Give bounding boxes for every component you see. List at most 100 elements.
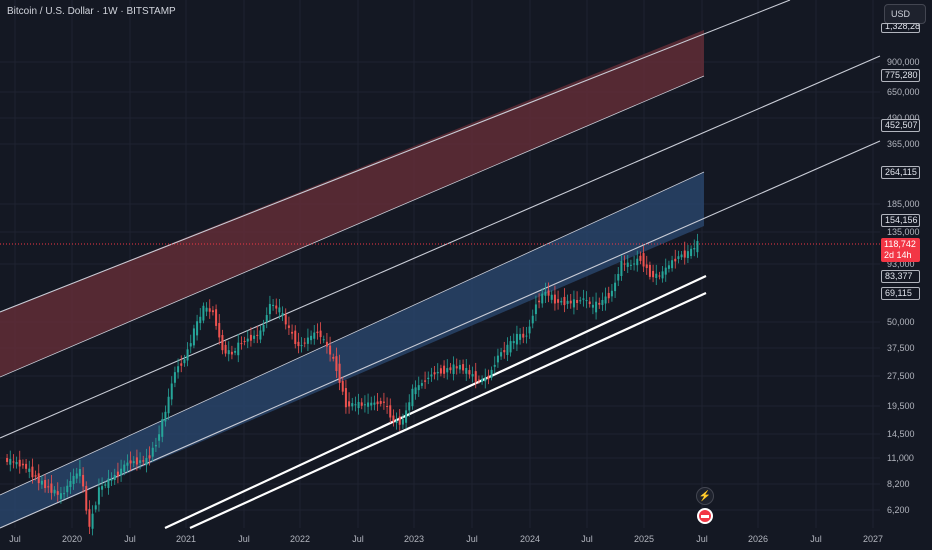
candle (139, 460, 142, 463)
candle (525, 335, 528, 337)
candle (481, 379, 484, 382)
candle (234, 350, 237, 353)
candle (161, 419, 164, 437)
candle (566, 300, 569, 304)
candle (427, 377, 430, 380)
candle (610, 290, 613, 297)
candle (208, 308, 211, 312)
candle (132, 461, 135, 464)
candle (28, 468, 31, 472)
candle (664, 267, 667, 275)
candle (31, 466, 34, 478)
candle (88, 509, 91, 527)
candle (256, 334, 259, 336)
candle (253, 335, 256, 339)
candle (690, 248, 693, 257)
channel-line (0, 140, 881, 529)
candle (538, 300, 541, 303)
candle (544, 291, 547, 296)
candle (215, 309, 218, 326)
price-tick-label: 135,000 (887, 227, 920, 237)
candle (500, 352, 503, 357)
channel-line (0, 55, 881, 439)
candle (414, 387, 417, 395)
candle (588, 301, 591, 305)
price-tick-label: 50,000 (887, 317, 915, 327)
candle (604, 296, 607, 304)
candle (449, 367, 452, 371)
candle (56, 491, 59, 495)
candle (376, 401, 379, 405)
candle (522, 333, 525, 338)
candle (392, 415, 395, 422)
currency-button[interactable]: USD (884, 4, 926, 24)
candle (367, 402, 370, 407)
candle (370, 402, 373, 406)
candle (357, 401, 360, 409)
candle (696, 240, 699, 253)
candle (598, 302, 601, 305)
time-tick-label: 2025 (633, 534, 655, 544)
candle (534, 304, 537, 315)
candle (626, 262, 629, 267)
candle (351, 403, 354, 407)
candle (291, 331, 294, 334)
price-tick-label: 37,500 (887, 343, 915, 353)
candle (167, 396, 170, 414)
candle (97, 487, 100, 505)
candle (116, 471, 119, 477)
candle (18, 459, 21, 467)
candle (329, 345, 332, 355)
candle (78, 469, 81, 477)
channel-level-label: 264,115 (881, 166, 920, 179)
candle (439, 368, 442, 374)
price-tick-label: 900,000 (887, 57, 920, 67)
channel-level-label: 83,377 (881, 270, 920, 283)
price-tick-label: 19,500 (887, 401, 915, 411)
candle (186, 349, 189, 361)
candle (512, 341, 515, 344)
time-tick-label: Jul (581, 534, 593, 544)
candle (15, 462, 18, 465)
candle (585, 300, 588, 302)
candle (287, 325, 290, 328)
candle (341, 381, 344, 392)
candle (183, 359, 186, 364)
candle (281, 313, 284, 316)
current-price-label: 118,742 (884, 239, 916, 249)
candle (579, 300, 582, 302)
candle (278, 307, 281, 313)
candle (490, 369, 493, 378)
candle (53, 489, 56, 494)
candle (313, 332, 316, 339)
time-tick-label: Jul (238, 534, 250, 544)
candle (550, 294, 553, 300)
candle (648, 264, 651, 277)
candle (433, 372, 436, 375)
channel-level-label: 452,507 (881, 119, 920, 132)
price-tick-label: 185,000 (887, 199, 920, 209)
candle (373, 402, 376, 405)
candle (363, 404, 366, 406)
lightning-icon[interactable]: ⚡ (696, 487, 714, 505)
candle (148, 455, 151, 459)
candle (360, 402, 363, 406)
candle (164, 411, 167, 422)
candle (560, 301, 563, 303)
candle (528, 326, 531, 334)
candle (458, 364, 461, 370)
candle (63, 493, 66, 495)
candle (661, 271, 664, 279)
candle (173, 372, 176, 383)
price-tick-label: 650,000 (887, 87, 920, 97)
candle (249, 334, 252, 341)
candle (382, 401, 385, 403)
candle (395, 420, 398, 424)
candle (693, 248, 696, 250)
flag-icon[interactable] (697, 508, 713, 524)
candle (607, 292, 610, 299)
candle (129, 460, 132, 464)
candle (180, 363, 183, 366)
channel-level-label: 775,280 (881, 69, 920, 82)
